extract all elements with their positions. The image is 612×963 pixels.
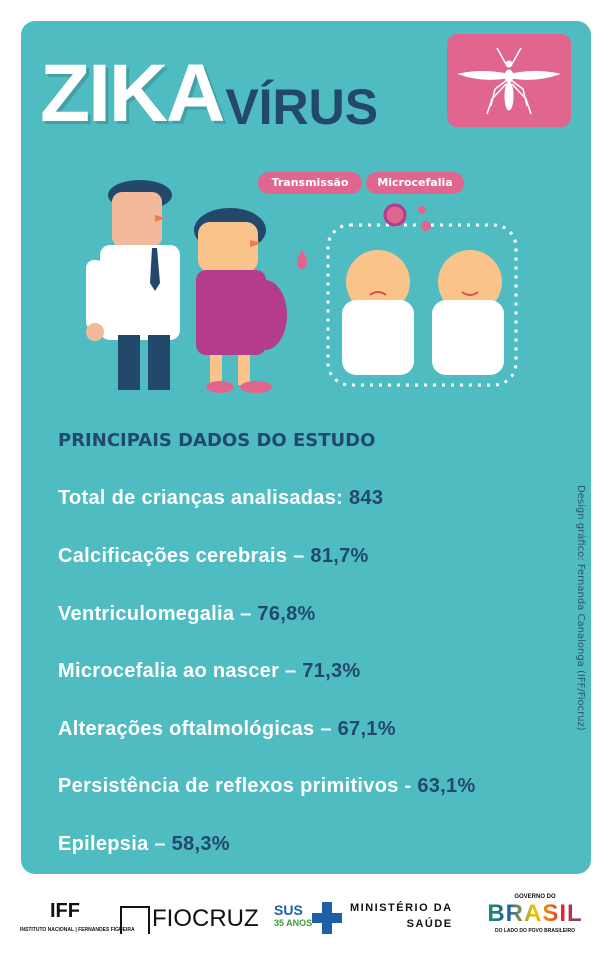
stat-value: 67,1%: [337, 718, 396, 740]
gov-brasil: BRASIL: [480, 900, 590, 928]
tag-microcefalia: Microcefalia: [366, 172, 464, 194]
iff-logo: IFF INSTITUTO NACIONAL | FERNANDES FIGUE…: [20, 900, 135, 933]
stat-microcefalia: Microcefalia ao nascer – 71,3%: [58, 660, 361, 683]
iff-sub2: FERNANDES FIGUEIRA: [78, 927, 135, 933]
ministerio-text: MINISTÉRIO DA: [350, 902, 453, 914]
infographic-card: [21, 21, 591, 874]
governo-logo: GOVERNO DO BRASIL DO LADO DO POVO BRASIL…: [480, 894, 590, 934]
iff-text: IFF: [50, 900, 80, 922]
iff-sub: INSTITUTO NACIONAL: [20, 927, 74, 933]
sus-cross-icon: [312, 902, 342, 934]
stat-label: Ventriculomegalia –: [58, 603, 258, 625]
stat-label: Calcificações cerebrais –: [58, 545, 311, 567]
stat-label: Alterações oftalmológicas –: [58, 718, 338, 740]
fiocruz-text: FIOCRUZ: [152, 905, 259, 932]
title-zika: ZIKA: [40, 48, 225, 139]
gov-top: GOVERNO DO: [514, 894, 556, 900]
stat-value: 76,8%: [257, 603, 316, 625]
stat-value: 63,1%: [417, 775, 476, 797]
sus-years: 35 ANOS: [274, 918, 313, 928]
stat-oftalmologicas: Alterações oftalmológicas – 67,1%: [58, 718, 396, 741]
ministerio-logo: MINISTÉRIO DA SAÚDE: [350, 902, 453, 930]
stat-value: 71,3%: [302, 660, 361, 682]
footer-logos: IFF INSTITUTO NACIONAL | FERNANDES FIGUE…: [0, 880, 612, 960]
stat-value: 81,7%: [310, 545, 369, 567]
family-illustration: [70, 170, 530, 404]
fiocruz-logo: FIOCRUZ: [120, 904, 259, 934]
sus-logo: SUS 35 ANOS: [274, 902, 342, 934]
stat-value: 843: [348, 487, 384, 509]
saude-text: SAÚDE: [406, 918, 453, 930]
stat-calcificacoes: Calcificações cerebrais – 81,7%: [58, 545, 369, 568]
tag-transmissao: Transmissão: [258, 172, 362, 194]
stat-total: Total de crianças analisadas: 843: [58, 487, 383, 510]
mosquito-icon: [447, 34, 571, 127]
stat-reflexos: Persistência de reflexos primitivos - 63…: [58, 775, 476, 798]
stat-label: Total de crianças analisadas:: [58, 487, 349, 509]
fiocruz-building-icon: [120, 906, 150, 934]
section-heading: PRINCIPAIS DADOS DO ESTUDO: [58, 430, 376, 451]
title: ZIKA VÍRUS: [40, 40, 379, 139]
title-virus: VÍRUS: [225, 79, 379, 135]
stat-label: Persistência de reflexos primitivos -: [58, 775, 418, 797]
gov-bottom: DO LADO DO POVO BRASILEIRO: [494, 928, 575, 934]
sus-text: SUS: [274, 902, 303, 918]
stat-ventriculomegalia: Ventriculomegalia – 76,8%: [58, 603, 316, 626]
stat-label: Microcefalia ao nascer –: [58, 660, 303, 682]
stat-label: Epilepsia –: [58, 833, 172, 855]
stat-epilepsia: Epilepsia – 58,3%: [58, 833, 230, 856]
design-credit: Design gráfico: Fernanda Canalonga (IFF/…: [575, 485, 586, 731]
stat-value: 58,3%: [171, 833, 230, 855]
